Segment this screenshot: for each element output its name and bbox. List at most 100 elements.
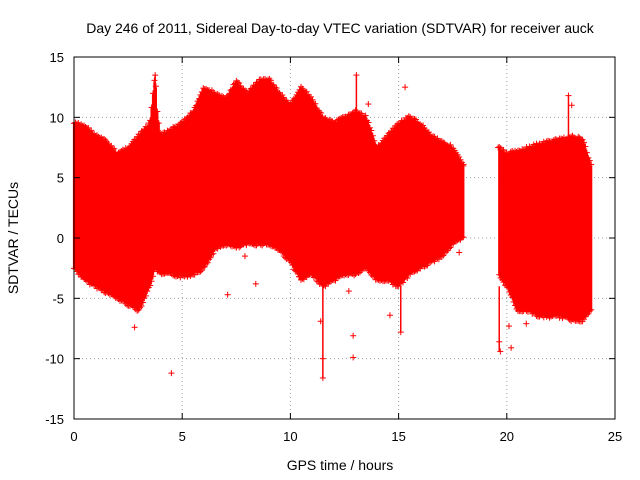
data-point bbox=[369, 132, 376, 139]
data-point bbox=[456, 249, 463, 256]
data-point bbox=[252, 280, 259, 287]
data-point bbox=[138, 303, 145, 310]
data-point bbox=[395, 282, 402, 289]
data-point bbox=[460, 161, 467, 168]
data-point bbox=[316, 109, 323, 116]
data-point bbox=[300, 87, 307, 94]
data-point bbox=[309, 96, 316, 103]
data-point bbox=[411, 115, 418, 122]
data-point bbox=[581, 139, 588, 146]
data-point bbox=[579, 136, 586, 143]
data-point bbox=[553, 304, 560, 311]
data-point bbox=[297, 276, 304, 283]
data-point bbox=[139, 299, 146, 306]
data-point bbox=[150, 273, 157, 280]
data-point bbox=[318, 109, 325, 116]
data-point bbox=[552, 136, 559, 143]
data-point bbox=[336, 273, 343, 280]
data-point bbox=[445, 245, 452, 252]
data-point bbox=[214, 90, 221, 97]
data-point bbox=[356, 109, 363, 116]
data-point bbox=[536, 313, 543, 320]
data-point bbox=[250, 241, 257, 248]
data-point bbox=[98, 134, 105, 141]
x-axis-label: GPS time / hours bbox=[287, 457, 394, 473]
data-point bbox=[237, 82, 244, 89]
chart-title: Day 246 of 2011, Sidereal Day-to-day VTE… bbox=[86, 20, 595, 36]
data-point bbox=[430, 133, 437, 140]
data-point bbox=[585, 154, 592, 161]
data-point bbox=[168, 370, 175, 377]
data-point bbox=[296, 273, 303, 280]
data-point bbox=[366, 124, 373, 131]
data-point bbox=[275, 89, 282, 96]
x-tick-label: 5 bbox=[179, 429, 186, 444]
data-point bbox=[362, 112, 369, 119]
data-point bbox=[197, 268, 204, 275]
data-point bbox=[207, 254, 214, 261]
data-point bbox=[203, 85, 210, 92]
data-point bbox=[445, 142, 452, 149]
x-tick-label: 0 bbox=[70, 429, 77, 444]
data-point bbox=[350, 332, 357, 339]
data-point bbox=[185, 214, 192, 221]
data-point bbox=[234, 79, 241, 86]
data-point bbox=[569, 132, 576, 139]
data-point bbox=[72, 119, 79, 126]
x-tick-label: 20 bbox=[500, 429, 514, 444]
data-point bbox=[410, 269, 417, 276]
data-point bbox=[398, 278, 405, 285]
data-point bbox=[420, 122, 427, 129]
data-point bbox=[280, 94, 287, 101]
data-point bbox=[457, 156, 464, 163]
data-point bbox=[273, 85, 280, 92]
data-point bbox=[545, 137, 552, 144]
data-point bbox=[272, 84, 279, 91]
data-point bbox=[201, 263, 208, 270]
y-tick-label: 5 bbox=[57, 171, 64, 186]
data-point bbox=[88, 127, 95, 134]
data-point bbox=[76, 121, 83, 128]
y-tick-label: -15 bbox=[45, 412, 64, 427]
data-point bbox=[508, 344, 515, 351]
data-point bbox=[173, 273, 180, 280]
data-point bbox=[351, 272, 358, 279]
data-point bbox=[447, 141, 454, 148]
data-point bbox=[350, 354, 357, 361]
data-point bbox=[495, 144, 502, 151]
data-point bbox=[345, 271, 352, 278]
data-point bbox=[507, 148, 514, 155]
data-point bbox=[523, 320, 530, 327]
data-point bbox=[581, 316, 588, 323]
y-tick-label: 15 bbox=[50, 50, 64, 65]
data-point bbox=[505, 323, 512, 330]
data-point bbox=[368, 127, 375, 134]
data-point bbox=[95, 133, 102, 140]
data-point bbox=[583, 311, 590, 318]
y-axis-label: SDTVAR / TECUs bbox=[5, 182, 21, 294]
data-point bbox=[497, 348, 504, 355]
data-point bbox=[447, 244, 454, 251]
data-point bbox=[312, 100, 319, 107]
data-point bbox=[460, 234, 467, 241]
data-point bbox=[496, 143, 503, 150]
y-tick-label: 0 bbox=[57, 231, 64, 246]
data-point bbox=[402, 274, 409, 281]
data-point bbox=[417, 265, 424, 272]
data-point bbox=[224, 291, 231, 298]
data-point bbox=[431, 258, 438, 265]
data-point bbox=[216, 92, 223, 99]
data-point bbox=[412, 116, 419, 123]
data-point bbox=[208, 251, 215, 258]
data-point bbox=[425, 129, 432, 136]
x-tick-label: 10 bbox=[283, 429, 297, 444]
data-point bbox=[421, 263, 428, 270]
data-point bbox=[203, 260, 210, 267]
data-point bbox=[332, 277, 339, 284]
data-point bbox=[101, 135, 108, 142]
data-point bbox=[440, 252, 447, 259]
data-point bbox=[147, 282, 154, 289]
data-point bbox=[236, 244, 243, 251]
data-point bbox=[438, 253, 445, 260]
